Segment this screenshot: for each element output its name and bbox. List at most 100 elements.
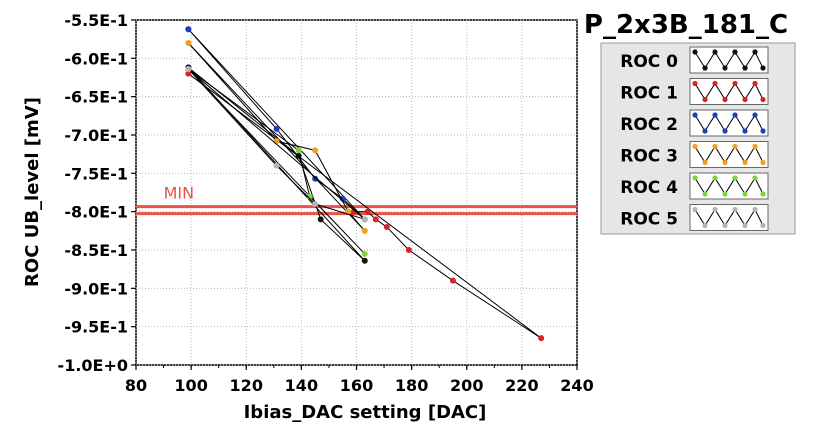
legend-line (694, 176, 764, 195)
legend-marker (732, 175, 738, 181)
legend-marker (722, 159, 728, 166)
series-roc-5 (185, 66, 368, 223)
chart-title: P_2x3B_181_C (584, 10, 788, 40)
legend-line (694, 145, 764, 164)
legend-label: ROC 4 (620, 178, 678, 198)
y-tick-label: -7.0E-1 (64, 126, 128, 145)
data-point (361, 250, 368, 257)
data-point (185, 40, 192, 46)
legend-marker (692, 112, 698, 118)
data-point (317, 216, 324, 223)
legend-marker (732, 80, 738, 87)
legend-marker (712, 80, 718, 87)
legend-marker (742, 96, 748, 103)
y-tick-label: -8.5E-1 (64, 241, 128, 260)
legend-marker (722, 222, 728, 229)
legend-marker (760, 222, 766, 229)
data-point (361, 227, 368, 234)
legend-item: ROC 3 (620, 141, 769, 168)
x-tick-label: 120 (230, 376, 263, 395)
data-point (361, 216, 368, 223)
legend-item: ROC 2 (620, 109, 769, 137)
legend-marker (702, 65, 708, 71)
legend-marker (732, 143, 738, 150)
legend-marker (752, 112, 758, 118)
legend-marker (760, 191, 766, 197)
legend-marker (760, 65, 766, 71)
min-band: MIN (136, 184, 577, 216)
x-tick-label: 240 (560, 376, 593, 395)
data-point (185, 26, 192, 33)
legend-marker (692, 143, 698, 150)
legend-marker (742, 191, 748, 197)
grid (135, 19, 578, 366)
x-tick-label: 200 (450, 376, 483, 395)
series-layer (185, 26, 545, 342)
x-tick-label: 160 (340, 376, 373, 395)
axes: 80 100 120 140 160 180 200 220 240 -5.5E-1 -6.0E-1… (58, 11, 594, 395)
data-point (185, 70, 192, 77)
legend-marker (712, 206, 718, 213)
legend-marker (742, 159, 748, 166)
legend-marker (742, 65, 748, 71)
x-axis-title: Ibias_DAC setting [DAC] (244, 402, 487, 423)
legend-box (600, 42, 796, 235)
data-point (273, 125, 280, 132)
legend-marker (712, 143, 718, 150)
legend-marker (712, 112, 718, 118)
legend-label: ROC 3 (620, 147, 678, 167)
y-tick-label: -1.0E+0 (58, 356, 128, 375)
legend-marker (752, 80, 758, 87)
data-point (273, 138, 280, 145)
legend-marker (732, 49, 738, 55)
data-point (295, 147, 302, 154)
data-point (185, 66, 192, 73)
legend-item: ROC 0 (620, 46, 769, 74)
legend-label: ROC 0 (620, 52, 678, 72)
data-point (345, 208, 352, 215)
y-tick-label: -6.5E-1 (64, 88, 128, 107)
x-tick-label: 220 (505, 376, 538, 395)
data-point (538, 335, 545, 342)
legend-item: ROC 1 (620, 78, 769, 105)
y-tick-label: -8.0E-1 (64, 203, 128, 222)
legend-marker (732, 112, 738, 118)
legend-line (694, 50, 764, 69)
legend: ROC 0 ROC 1 ROC 2 ROC 3 ROC 4 ROC 5 (600, 42, 796, 235)
legend-marker (692, 49, 698, 55)
y-tick-label: -9.5E-1 (64, 318, 128, 337)
legend-label: ROC 2 (620, 115, 678, 135)
y-axis-title: ROC UB_level [mV] (22, 97, 43, 287)
legend-marker (722, 65, 728, 71)
legend-line (694, 82, 764, 101)
data-point (383, 224, 390, 230)
legend-marker (742, 222, 748, 229)
data-point (361, 257, 368, 264)
legend-marker (760, 159, 766, 166)
data-point (449, 277, 456, 284)
data-point (312, 147, 319, 154)
data-point (273, 162, 280, 169)
legend-marker (712, 49, 718, 55)
legend-marker (702, 96, 708, 103)
legend-marker (702, 159, 708, 166)
min-label: MIN (164, 184, 195, 203)
legend-marker (742, 128, 748, 134)
y-tick-label: -9.0E-1 (64, 279, 128, 298)
legend-marker (752, 143, 758, 150)
legend-item: ROC 4 (620, 172, 769, 200)
legend-marker (702, 222, 708, 229)
data-point (372, 216, 379, 223)
legend-marker (692, 175, 698, 181)
legend-line (694, 113, 764, 132)
legend-line (694, 208, 764, 227)
legend-marker (722, 128, 728, 134)
data-point (405, 247, 412, 253)
legend-label: ROC 5 (620, 210, 678, 230)
legend-marker (752, 49, 758, 55)
x-tick-label: 100 (174, 376, 207, 395)
x-tick-label: 140 (285, 376, 318, 395)
series-line (187, 42, 366, 232)
data-point (312, 201, 319, 207)
